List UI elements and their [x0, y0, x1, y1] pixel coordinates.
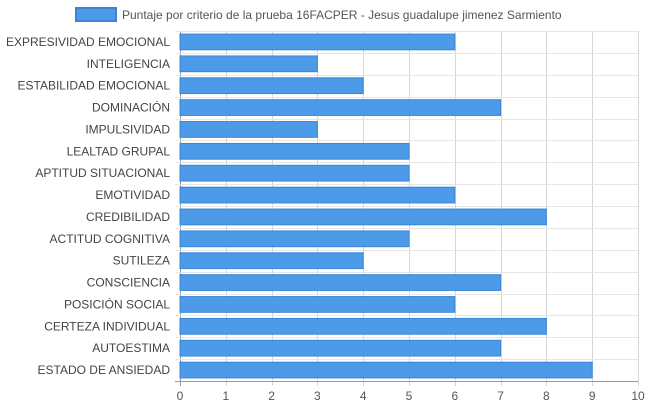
bar[interactable] [179, 274, 502, 291]
legend-label: Puntaje por criterio de la prueba 16FACP… [122, 8, 562, 22]
bar[interactable] [179, 208, 547, 226]
x-tick-label: 5 [406, 389, 413, 403]
bar[interactable] [179, 317, 547, 335]
x-tick-label: 2 [268, 389, 275, 403]
x-tick-label: 4 [360, 389, 367, 403]
bar[interactable] [179, 164, 410, 182]
x-tick-label: 7 [497, 389, 504, 403]
category-label: EXPRESIVIDAD EMOCIONAL [6, 35, 170, 49]
category-label: APTITUD SITUACIONAL [35, 166, 170, 180]
x-tick-label: 1 [222, 389, 229, 403]
category-label: SUTILEZA [113, 254, 170, 268]
legend[interactable]: Puntaje por criterio de la prueba 16FACP… [75, 7, 562, 22]
bar[interactable] [179, 33, 456, 51]
category-label: AUTOESTIMA [92, 341, 170, 355]
bar[interactable] [179, 361, 593, 379]
bar[interactable] [179, 230, 410, 248]
category-labels: EXPRESIVIDAD EMOCIONAL INTELIGENCIA ESTABI… [6, 35, 170, 377]
x-tick-label: 0 [177, 389, 184, 403]
x-tick-label: 10 [631, 389, 645, 403]
category-label: ESTADO DE ANSIEDAD [38, 363, 171, 377]
legend-swatch [75, 7, 117, 22]
bar[interactable] [179, 142, 410, 160]
category-label: POSICIÓN SOCIAL [64, 296, 170, 311]
category-label: IMPULSIVIDAD [85, 122, 170, 136]
x-tick-label: 3 [314, 389, 321, 403]
bar[interactable] [179, 121, 318, 138]
bar[interactable] [179, 77, 364, 95]
bar[interactable] [179, 55, 318, 73]
category-label: CONSCIENCIA [87, 276, 170, 290]
x-tick-label: 8 [543, 389, 550, 403]
bar[interactable] [179, 339, 502, 357]
category-label: CREDIBILIDAD [86, 210, 170, 224]
bar[interactable] [179, 186, 456, 204]
bar[interactable] [179, 99, 502, 116]
category-label: ACTITUD COGNITIVA [50, 232, 170, 246]
category-label: CERTEZA INDIVIDUAL [44, 319, 170, 333]
grid [175, 31, 639, 386]
x-tick-label: 6 [451, 389, 458, 403]
x-tick-label: 9 [589, 389, 596, 403]
category-label: EMOTIVIDAD [95, 188, 170, 202]
bars [179, 33, 593, 379]
bar[interactable] [179, 252, 364, 270]
category-label: INTELIGENCIA [87, 57, 170, 71]
category-label: ESTABILIDAD EMOCIONAL [18, 79, 171, 93]
category-label: LEALTAD GRUPAL [67, 144, 171, 158]
category-label: DOMINACIÓN [92, 100, 170, 115]
x-tick-labels: 0 1 2 3 4 5 6 7 8 9 10 [177, 389, 645, 403]
bar[interactable] [179, 296, 456, 313]
